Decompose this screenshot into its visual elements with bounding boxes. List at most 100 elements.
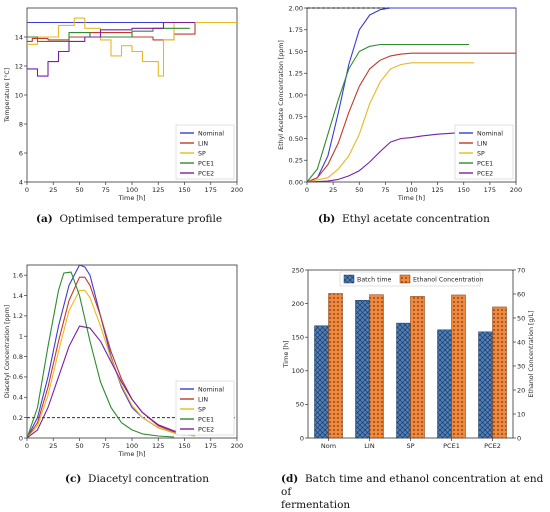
- y-right-tick-label: 50: [517, 314, 525, 322]
- y-tick-label: 0.25: [289, 157, 303, 165]
- x-tick-label: 175: [205, 186, 217, 194]
- legend-box: [175, 380, 235, 436]
- y-left-tick-label: 100: [292, 367, 304, 375]
- caption-c-text: Diacetyl concentration: [88, 473, 209, 485]
- bar-batch-time: [478, 331, 493, 439]
- series-line-pce1: [26, 271, 175, 439]
- y-tick-label: 12: [15, 62, 23, 70]
- bar-batch-time: [437, 329, 452, 439]
- y-tick-label: 0.50: [289, 135, 303, 143]
- x-axis-label: Time [h]: [397, 194, 425, 202]
- legend-box: [454, 124, 514, 180]
- y-tick-label: 1.25: [289, 70, 303, 78]
- y-tick-label: 1.4: [13, 292, 23, 300]
- caption-d-text: Batch time and ethanol concentration at …: [281, 473, 544, 498]
- legend-label-sp: SP: [198, 406, 206, 413]
- series-line-pce1: [27, 27, 190, 42]
- y-right-tick-label: 30: [517, 362, 525, 370]
- legend-label-pce2: PCE2: [198, 426, 214, 433]
- legend-label-pce1: PCE1: [198, 160, 214, 167]
- caption-c: (c) Diacetyl concentration: [65, 473, 209, 486]
- legend-label-sp: SP: [198, 150, 206, 157]
- panel-b-ethyl-acetate-chart: 0 25 50 75 100 125 150 175 200 0.00 0.25 0.50 0.75 1.…: [278, 4, 522, 202]
- y-tick-label: 1: [19, 333, 23, 341]
- x-tick-label: 50: [75, 442, 83, 450]
- y-left-tick-label: 250: [292, 266, 304, 274]
- series-line-lin: [306, 52, 516, 183]
- panel-c-diacetyl-chart: 0 25 50 75 100 125 150 175 200 0 0.2 0.4 0.6 0.8 1 1.2 1…: [4, 264, 243, 458]
- x-tick-label: 150: [178, 186, 190, 194]
- y-right-tick-label: 10: [517, 410, 525, 418]
- x-tick-label: 50: [75, 186, 83, 194]
- y-axis-label: Ethyl Acetate Concentration [ppm]: [278, 40, 285, 150]
- bar-batch-time: [355, 299, 370, 439]
- x-tick-label: PCE1: [443, 442, 460, 450]
- bar-ethanol-concentration: [451, 294, 466, 439]
- caption-b: (b) Ethyl acetate concentration: [318, 213, 490, 226]
- caption-c-tag: (c): [65, 473, 82, 485]
- x-tick-label: 150: [178, 442, 190, 450]
- y-left-tick-label: 50: [296, 401, 304, 409]
- x-tick-label: 175: [484, 186, 496, 194]
- legend-label-lin: LIN: [198, 140, 208, 147]
- series-line-sp: [27, 17, 237, 77]
- y-left-tick-label: 150: [292, 334, 304, 342]
- bar-batch-time: [396, 322, 411, 439]
- series-line-pce1: [306, 43, 469, 183]
- y-axis-label: Diacetyl Concentration [ppm]: [4, 305, 11, 398]
- x-tick-label: 100: [126, 442, 138, 450]
- y-tick-label: 0.75: [289, 113, 303, 121]
- y-tick-label: 1.2: [13, 312, 23, 320]
- y-left-tick-label: 200: [292, 300, 304, 308]
- x-tick-label: 0: [25, 442, 29, 450]
- x-tick-label: 200: [510, 186, 522, 194]
- y-right-tick-label: 20: [517, 386, 525, 394]
- x-tick-label: Nom: [321, 442, 336, 450]
- y-right-tick-label: 70: [517, 266, 525, 274]
- x-tick-label: 75: [102, 442, 110, 450]
- series-line-pce2: [306, 131, 475, 183]
- bar-ethanol-concentration: [369, 294, 384, 439]
- legend-label-nominal: Nominal: [477, 130, 503, 137]
- legend-label-batch-time: Batch time: [357, 277, 391, 284]
- x-tick-label: 125: [152, 442, 164, 450]
- y-tick-label: 0.8: [13, 353, 23, 361]
- legend-label-ethanol: Ethanol Concentration: [413, 277, 483, 284]
- y-tick-label: 0.2: [13, 414, 23, 422]
- y-tick-label: 0.00: [289, 178, 303, 186]
- x-tick-label: 50: [355, 186, 363, 194]
- caption-a-text: Optimised temperature profile: [59, 213, 223, 225]
- y-tick-label: 0: [19, 434, 23, 442]
- legend-label-pce2: PCE2: [477, 170, 493, 177]
- legend-box: [175, 124, 235, 180]
- series-line-sp: [306, 62, 475, 183]
- y-tick-label: 10: [15, 91, 23, 99]
- y-tick-label: 1.00: [289, 91, 303, 99]
- x-tick-label: 200: [231, 442, 243, 450]
- bar-ethanol-concentration: [410, 296, 425, 439]
- y-left-axis-label: Time [h]: [282, 340, 290, 368]
- bar-ethanol-concentration: [328, 293, 343, 439]
- caption-a-tag: (a): [36, 213, 53, 225]
- x-tick-label: 25: [329, 186, 337, 194]
- x-tick-label: SP: [406, 442, 414, 450]
- x-axis-label: Time [h]: [117, 450, 145, 458]
- x-tick-label: 150: [458, 186, 470, 194]
- x-tick-label: 100: [405, 186, 417, 194]
- caption-d-tag: (d): [281, 473, 299, 485]
- x-axis-label: Time [h]: [117, 194, 145, 202]
- y-left-tick-label: 0: [300, 434, 304, 442]
- legend-label-lin: LIN: [477, 140, 487, 147]
- legend-label-pce1: PCE1: [198, 416, 214, 423]
- series-line-pce2: [26, 325, 196, 439]
- y-right-tick-label: 0: [517, 434, 521, 442]
- y-tick-label: 0.4: [13, 394, 23, 402]
- x-tick-label: 100: [126, 186, 138, 194]
- legend-swatch-ethanol: [399, 274, 411, 284]
- panel-d-batch-ethanol-chart: 0 50 100 150 200 250 0 10 20 30 40 50 60 70 Nom LIN SP PC…: [282, 266, 535, 450]
- legend-label-nominal: Nominal: [198, 386, 224, 393]
- legend-label-pce2: PCE2: [198, 170, 214, 177]
- x-tick-label: 75: [102, 186, 110, 194]
- y-right-tick-label: 60: [517, 290, 525, 298]
